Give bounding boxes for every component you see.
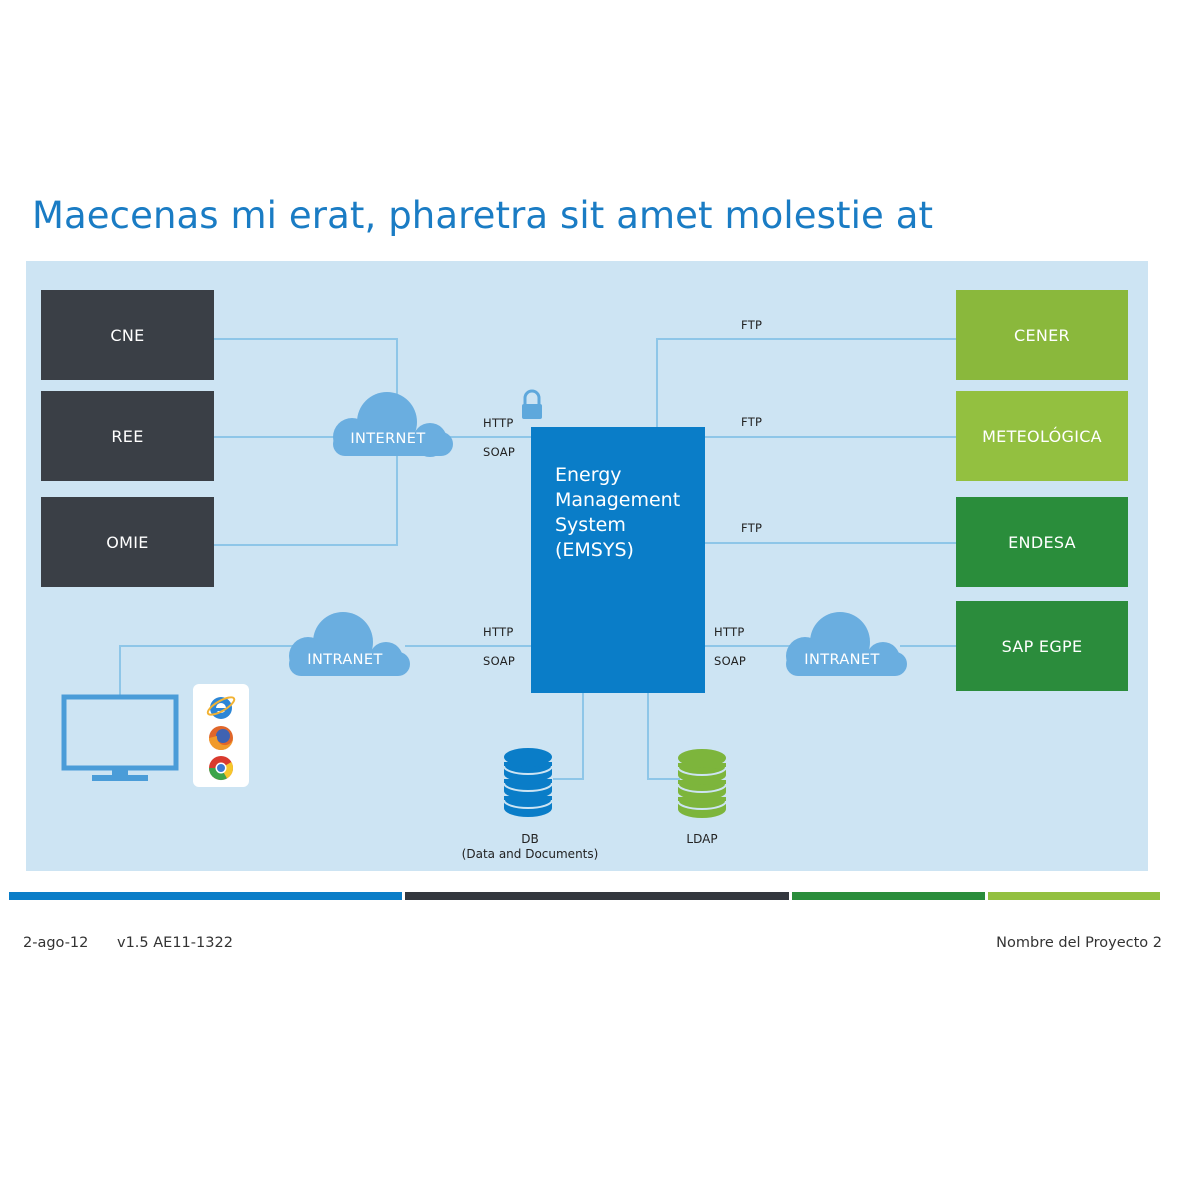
chrome-icon [209,756,234,781]
protocol-soap-internet: SOAP [483,445,516,459]
ldap-database-icon [678,749,726,818]
protocol-soap-intranet-right: SOAP [714,654,747,668]
cloud-intranet-right-label: INTRANET [804,652,880,668]
emsys-line-1: Energy [555,464,622,486]
source-cne: CNE [41,290,214,380]
page-title: Maecenas mi erat, pharetra sit amet mole… [32,194,934,237]
destination-endesa: ENDESA [956,497,1128,587]
connector-omie-internet [214,455,398,546]
protocol-http-intranet-left: HTTP [483,625,514,639]
destination-cener: CENER [956,290,1128,380]
cloud-intranet-right-icon [786,612,907,676]
connector-cne-internet [214,338,398,400]
destination-sap-egpe: SAP EGPE [956,601,1128,691]
footer-bar-dark [405,892,789,900]
footer-version: v1.5 AE11-1322 [117,935,233,951]
destination-meteologica: METEOLÓGICA [956,391,1128,481]
protocol-ftp-cener: FTP [741,318,763,332]
connector-emsys-cener [656,338,956,427]
protocol-soap-intranet-left: SOAP [483,654,516,668]
emsys-box: Energy Management System (EMSYS) [531,427,705,693]
cloud-intranet-left-label: INTRANET [307,652,383,668]
footer-date: 2-ago-12 [23,935,89,951]
footer-bar-green [792,892,985,900]
emsys-line-4: (EMSYS) [555,539,634,561]
lock-icon [522,389,542,419]
footer-bar-blue [9,892,402,900]
monitor-icon [61,694,179,781]
protocol-http-internet: HTTP [483,416,514,430]
browser-icons-panel [193,684,249,787]
db-sublabel: (Data and Documents) [461,847,599,861]
connector-monitor-intranet [119,645,295,695]
firefox-icon [209,726,233,750]
protocol-ftp-meteologica: FTP [741,415,763,429]
connector-emsys-db [553,693,584,780]
cloud-internet-label: INTERNET [350,431,426,447]
internet-explorer-icon [206,696,236,719]
emsys-line-2: Management [555,489,681,511]
source-omie: OMIE [41,497,214,587]
footer-bar-lightgreen [988,892,1160,900]
db-caption: DB (Data and Documents) [450,832,610,862]
emsys-line-3: System [555,514,626,536]
footer-project: Nombre del Proyecto 2 [996,935,1162,951]
source-ree: REE [41,391,214,481]
connector-emsys-ldap [647,693,680,780]
cloud-intranet-left-icon [289,612,410,676]
db-label: DB [521,832,539,846]
protocol-ftp-endesa: FTP [741,521,763,535]
protocol-http-intranet-right: HTTP [714,625,745,639]
cloud-internet-icon [333,392,453,457]
ldap-label: LDAP [686,832,718,846]
